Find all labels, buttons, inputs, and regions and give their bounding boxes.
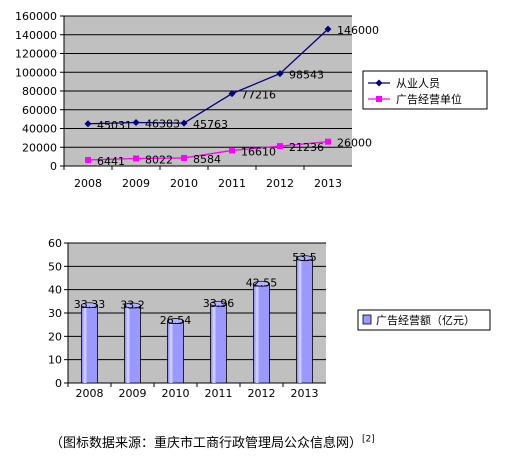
line-x-tick-label: 2010 bbox=[170, 177, 198, 190]
line-data-label: 16610 bbox=[241, 145, 276, 158]
legend-label: 广告经营额（亿元） bbox=[376, 313, 475, 327]
bar-top-cap bbox=[124, 302, 141, 309]
bar-legend bbox=[357, 309, 491, 331]
bar-data-label: 33.2 bbox=[120, 299, 145, 312]
line-y-tick-label: 160000 bbox=[15, 10, 57, 23]
legend-marker bbox=[375, 79, 383, 87]
bar-y-tick-label: 10 bbox=[48, 354, 62, 367]
legend-marker bbox=[376, 96, 382, 102]
legend-label: 广告经营单位 bbox=[396, 92, 462, 106]
bar-y-tick-label: 50 bbox=[48, 260, 62, 273]
line-y-tick-label: 80000 bbox=[22, 85, 57, 98]
data-point-marker bbox=[133, 155, 139, 162]
bar-x-tick-label: 2008 bbox=[76, 387, 104, 400]
bar-top-cap bbox=[253, 280, 270, 287]
caption-reference: [2] bbox=[362, 434, 375, 445]
data-point-marker bbox=[277, 143, 283, 150]
legend-label: 从业人员 bbox=[396, 77, 440, 90]
bar-top-cap bbox=[296, 255, 313, 262]
caption-text: （图标数据来源：重庆市工商行政管理局公众信息网） bbox=[50, 436, 363, 451]
line-data-label: 46383 bbox=[145, 118, 180, 131]
bar-highlight bbox=[126, 305, 130, 383]
data-point-marker bbox=[228, 90, 236, 98]
line-data-label: 45763 bbox=[193, 118, 228, 131]
line-data-label: 8584 bbox=[193, 153, 221, 166]
line-y-tick-label: 100000 bbox=[15, 66, 57, 79]
bar-x-tick-label: 2013 bbox=[291, 387, 319, 400]
bar-data-label: 26.54 bbox=[160, 314, 192, 327]
bar-x-tick-label: 2012 bbox=[248, 387, 276, 400]
bar-x-tick-label: 2009 bbox=[119, 387, 147, 400]
line-y-tick-label: 140000 bbox=[15, 29, 57, 42]
bar-top-cap bbox=[167, 318, 184, 324]
data-point-marker bbox=[132, 119, 140, 127]
data-point-marker bbox=[229, 147, 235, 154]
line-data-label: 45031 bbox=[97, 119, 132, 132]
bar-top-cap bbox=[81, 302, 98, 309]
bar-data-label: 33.96 bbox=[203, 297, 235, 310]
bar-data-label: 42.55 bbox=[246, 277, 278, 290]
line-data-label: 6441 bbox=[97, 155, 125, 168]
bar-data-label: 33.33 bbox=[74, 298, 106, 311]
data-point-marker bbox=[84, 120, 92, 128]
line-y-tick-label: 0 bbox=[50, 160, 57, 173]
bar-highlight bbox=[83, 305, 87, 383]
bar-data-label: 53.5 bbox=[292, 251, 317, 264]
bar-y-tick-label: 40 bbox=[48, 284, 62, 297]
data-point-marker bbox=[85, 156, 91, 163]
bar-highlight bbox=[169, 321, 173, 383]
bar-x-tick-label: 2011 bbox=[205, 387, 233, 400]
line-x-tick-label: 2011 bbox=[218, 177, 246, 190]
series-line-1 bbox=[87, 140, 329, 161]
source-caption: （图标数据来源：重庆市工商行政管理局公众信息网）[2] bbox=[50, 432, 375, 451]
line-data-label: 8022 bbox=[145, 153, 173, 166]
bar-y-tick-label: 0 bbox=[55, 377, 62, 390]
bar-y-tick-label: 60 bbox=[48, 237, 62, 250]
line-data-label: 146000 bbox=[337, 24, 379, 37]
line-data-label: 77216 bbox=[241, 89, 276, 102]
series-line-0 bbox=[87, 28, 329, 125]
line-data-label: 26000 bbox=[337, 137, 372, 150]
line-y-tick-label: 20000 bbox=[22, 141, 57, 154]
data-point-marker bbox=[180, 119, 188, 127]
data-point-marker bbox=[276, 70, 284, 78]
line-y-tick-label: 60000 bbox=[22, 104, 57, 117]
bar-x-tick-label: 2010 bbox=[162, 387, 190, 400]
line-x-tick-label: 2013 bbox=[314, 177, 342, 190]
data-point-marker bbox=[324, 25, 332, 33]
bar-highlight bbox=[212, 303, 216, 383]
line-data-label: 98543 bbox=[289, 69, 324, 82]
bar-highlight bbox=[255, 283, 259, 383]
bar-y-tick-label: 30 bbox=[48, 307, 62, 320]
line-legend bbox=[362, 70, 488, 110]
data-point-marker bbox=[325, 138, 331, 145]
line-x-tick-label: 2012 bbox=[266, 177, 294, 190]
line-data-label: 21236 bbox=[289, 141, 324, 154]
line-x-tick-label: 2008 bbox=[74, 177, 102, 190]
legend-bar-swatch bbox=[362, 314, 372, 325]
line-x-tick-label: 2009 bbox=[122, 177, 150, 190]
data-point-marker bbox=[181, 154, 187, 161]
bar-highlight bbox=[298, 258, 302, 383]
bar-top-cap bbox=[210, 300, 227, 307]
bar-y-tick-label: 20 bbox=[48, 330, 62, 343]
line-y-tick-label: 120000 bbox=[15, 48, 57, 61]
line-y-tick-label: 40000 bbox=[22, 123, 57, 136]
